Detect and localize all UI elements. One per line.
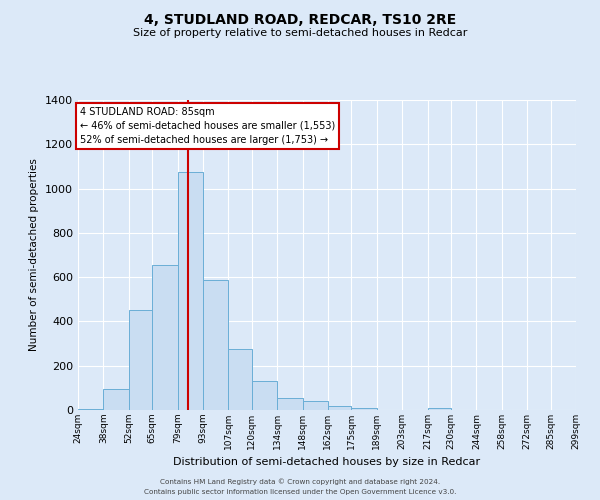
Bar bbox=[203, 280, 229, 410]
Bar bbox=[428, 408, 451, 410]
Bar bbox=[178, 172, 203, 410]
X-axis label: Distribution of semi-detached houses by size in Redcar: Distribution of semi-detached houses by … bbox=[173, 458, 481, 468]
Bar bbox=[352, 408, 377, 410]
Bar bbox=[152, 265, 178, 410]
Bar bbox=[229, 349, 252, 410]
Bar bbox=[78, 409, 103, 410]
Text: 4 STUDLAND ROAD: 85sqm
← 46% of semi-detached houses are smaller (1,553)
52% of : 4 STUDLAND ROAD: 85sqm ← 46% of semi-det… bbox=[80, 106, 335, 144]
Bar bbox=[252, 381, 277, 410]
Text: Contains HM Land Registry data © Crown copyright and database right 2024.: Contains HM Land Registry data © Crown c… bbox=[160, 478, 440, 485]
Bar bbox=[129, 310, 152, 410]
Text: Contains public sector information licensed under the Open Government Licence v3: Contains public sector information licen… bbox=[144, 489, 456, 495]
Text: 4, STUDLAND ROAD, REDCAR, TS10 2RE: 4, STUDLAND ROAD, REDCAR, TS10 2RE bbox=[144, 12, 456, 26]
Text: Size of property relative to semi-detached houses in Redcar: Size of property relative to semi-detach… bbox=[133, 28, 467, 38]
Bar bbox=[328, 406, 352, 410]
Y-axis label: Number of semi-detached properties: Number of semi-detached properties bbox=[29, 158, 40, 352]
Bar bbox=[277, 398, 302, 410]
Bar bbox=[103, 389, 129, 410]
Bar bbox=[302, 401, 328, 410]
